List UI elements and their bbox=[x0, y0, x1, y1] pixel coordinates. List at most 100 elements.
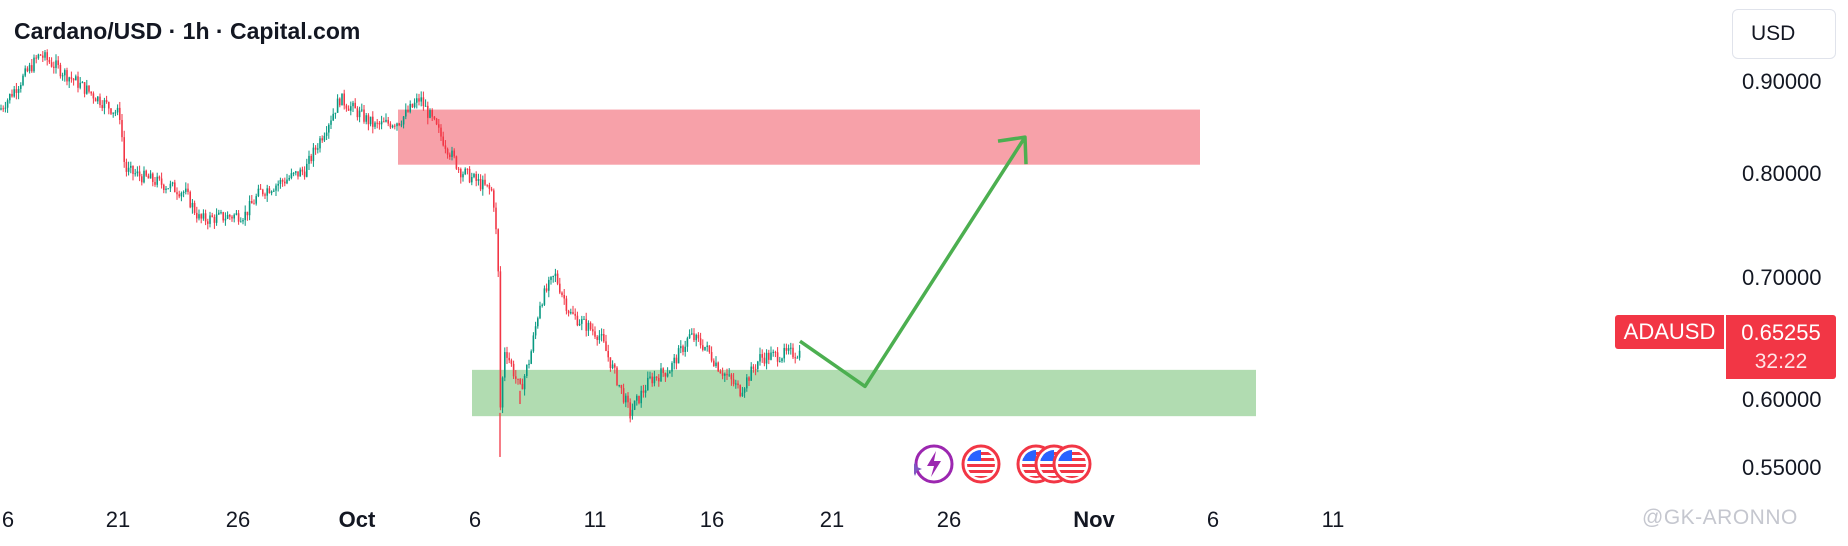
current-price: 0.65255 bbox=[1741, 320, 1821, 345]
candle-body bbox=[92, 93, 95, 99]
candle-body bbox=[427, 105, 429, 118]
supply-zone[interactable] bbox=[398, 109, 1200, 165]
candle-body bbox=[548, 279, 550, 291]
candle-body bbox=[451, 150, 453, 157]
candle-body bbox=[651, 376, 653, 384]
price-label: 0.60000 bbox=[1742, 387, 1822, 412]
candle-body bbox=[378, 122, 381, 125]
candle-body bbox=[598, 335, 601, 340]
candle-body bbox=[625, 395, 627, 403]
candle-body bbox=[145, 170, 147, 176]
candle-body bbox=[306, 163, 308, 177]
candle-body bbox=[783, 347, 785, 359]
candle-body bbox=[563, 294, 565, 299]
candle-body bbox=[394, 125, 396, 127]
currency-selector[interactable]: USD bbox=[1732, 9, 1836, 59]
candle-body bbox=[420, 97, 422, 102]
candle-body bbox=[345, 105, 348, 109]
candle-body bbox=[457, 168, 460, 170]
candle-body bbox=[486, 184, 488, 186]
candle-body bbox=[521, 383, 524, 390]
candle-body bbox=[376, 122, 378, 124]
candle-body bbox=[631, 409, 634, 416]
candle-body bbox=[416, 98, 418, 103]
candle-body bbox=[484, 179, 486, 185]
candle-body bbox=[389, 123, 392, 128]
candle-body bbox=[182, 191, 185, 194]
candle-body bbox=[468, 168, 471, 183]
candle-body bbox=[237, 213, 240, 222]
candle-body bbox=[741, 392, 744, 397]
candle-body bbox=[449, 154, 451, 157]
candle-body bbox=[787, 348, 790, 351]
candle-body bbox=[653, 376, 656, 384]
candle-body bbox=[757, 361, 759, 370]
candle-body bbox=[554, 273, 557, 277]
candle-body bbox=[380, 121, 383, 125]
economic-event-icon[interactable] bbox=[914, 444, 954, 484]
candle-body bbox=[444, 145, 447, 149]
candle-body bbox=[167, 188, 169, 190]
candle-body bbox=[774, 351, 777, 353]
time-label-month: Nov bbox=[1073, 507, 1115, 532]
candle-body bbox=[204, 213, 207, 222]
candle-body bbox=[402, 116, 405, 125]
candle-body bbox=[618, 384, 620, 386]
candle-body bbox=[108, 102, 110, 109]
candle-body bbox=[702, 345, 704, 350]
candle-body bbox=[312, 147, 315, 162]
candle-body bbox=[660, 368, 662, 382]
candle-body bbox=[385, 119, 387, 122]
candle-body bbox=[53, 66, 55, 68]
candle-body bbox=[301, 169, 304, 172]
candle-body bbox=[86, 85, 88, 94]
candle-body bbox=[361, 109, 363, 111]
candle-body bbox=[125, 161, 128, 172]
candle-body bbox=[33, 57, 35, 72]
candle-body bbox=[581, 319, 583, 324]
candle-body bbox=[292, 172, 295, 174]
time-label: 26 bbox=[936, 507, 962, 532]
candle-body bbox=[405, 109, 407, 117]
us-flag-icon[interactable] bbox=[961, 444, 1001, 484]
candle-body bbox=[622, 388, 625, 403]
candle-body bbox=[422, 97, 425, 107]
candle-body bbox=[61, 75, 64, 77]
candle-body bbox=[275, 185, 277, 191]
projection-arrow-line[interactable] bbox=[799, 136, 1027, 389]
candle-body bbox=[730, 374, 733, 380]
candle-body bbox=[442, 136, 444, 146]
candle-body bbox=[387, 119, 389, 124]
candle-body bbox=[592, 329, 594, 332]
demand-zone[interactable] bbox=[472, 369, 1256, 417]
candle-body bbox=[429, 110, 431, 118]
time-label: 26 bbox=[225, 507, 251, 532]
candle-body bbox=[708, 345, 711, 352]
candle-body bbox=[339, 98, 341, 106]
candle-body bbox=[147, 175, 150, 179]
candle-body bbox=[796, 357, 799, 359]
candle-body bbox=[240, 221, 242, 223]
candle-body bbox=[682, 346, 684, 352]
candle-body bbox=[213, 216, 216, 223]
candle-body bbox=[728, 374, 730, 376]
candle-body bbox=[209, 215, 211, 224]
candle-body bbox=[697, 334, 700, 339]
candle-body bbox=[286, 179, 288, 184]
candle-body bbox=[798, 350, 801, 358]
candle-body bbox=[662, 368, 664, 373]
candle-body bbox=[545, 288, 548, 291]
candle-body bbox=[497, 229, 499, 272]
candle-body bbox=[0, 108, 2, 110]
candle-body bbox=[561, 292, 563, 295]
candle-body bbox=[352, 102, 354, 107]
candle-body bbox=[4, 107, 7, 109]
candle-body bbox=[165, 188, 167, 190]
candle-body bbox=[97, 96, 99, 102]
candle-body bbox=[431, 110, 433, 117]
candle-body bbox=[732, 379, 735, 385]
candle-body bbox=[790, 347, 792, 349]
candle-body bbox=[761, 354, 763, 358]
us-flag-icon[interactable] bbox=[1052, 444, 1092, 484]
